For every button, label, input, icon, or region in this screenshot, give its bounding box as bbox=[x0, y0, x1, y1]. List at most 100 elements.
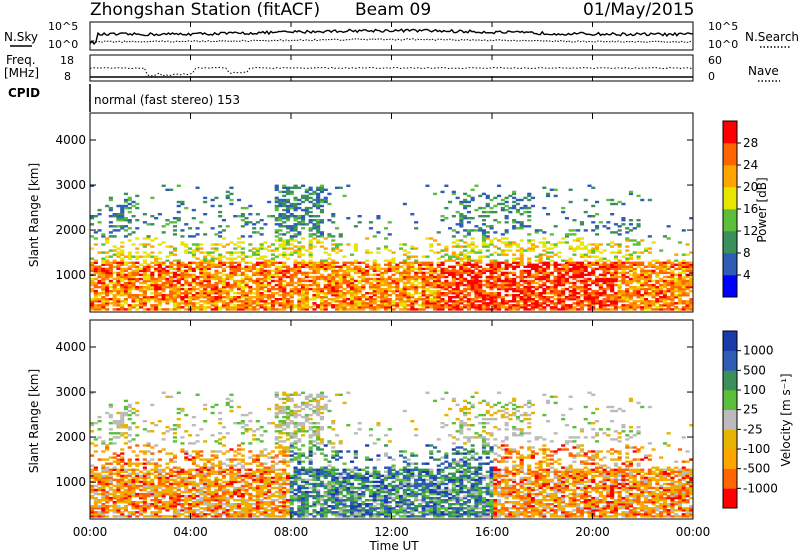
power-cell bbox=[97, 281, 102, 285]
power-cell bbox=[602, 289, 607, 293]
power-cell bbox=[199, 267, 204, 271]
power-cell bbox=[282, 289, 287, 293]
power-cell bbox=[154, 287, 159, 291]
velocity-cell bbox=[150, 446, 155, 449]
power-cell bbox=[218, 298, 223, 301]
velocity-cell bbox=[101, 505, 106, 508]
power-cell bbox=[444, 253, 449, 256]
power-cell bbox=[335, 296, 340, 299]
power-cell bbox=[406, 277, 411, 281]
power-cell bbox=[414, 298, 419, 301]
power-cell bbox=[455, 243, 460, 246]
power-cell bbox=[316, 269, 321, 273]
power-cell bbox=[218, 261, 223, 264]
power-cell bbox=[463, 267, 468, 271]
velocity-cell bbox=[93, 496, 98, 500]
power-cell bbox=[267, 245, 272, 248]
power-cell bbox=[270, 296, 275, 299]
power-cell bbox=[376, 273, 381, 277]
velocity-cell bbox=[157, 490, 162, 494]
power-cell bbox=[557, 267, 562, 271]
power-cell bbox=[210, 277, 215, 281]
power-cell bbox=[497, 221, 502, 224]
power-cell bbox=[165, 308, 170, 311]
power-cell bbox=[546, 277, 551, 281]
power-cell bbox=[602, 273, 607, 277]
power-cell bbox=[221, 283, 226, 287]
power-cell bbox=[120, 213, 125, 216]
power-cell bbox=[184, 263, 189, 266]
power-cell bbox=[365, 251, 370, 254]
power-cell bbox=[395, 298, 400, 301]
velocity-cell bbox=[97, 482, 102, 486]
power-cell bbox=[557, 283, 562, 287]
velocity-cell bbox=[180, 470, 185, 473]
power-cell bbox=[399, 261, 404, 264]
power-cell bbox=[195, 257, 200, 260]
power-cell bbox=[267, 289, 272, 293]
beam-label: Beam 09 bbox=[355, 0, 431, 20]
power-cell bbox=[289, 294, 294, 297]
power-cell bbox=[628, 277, 633, 281]
power-cell bbox=[237, 237, 242, 240]
velocity-cell bbox=[180, 484, 185, 488]
power-cell bbox=[621, 255, 626, 258]
power-cell bbox=[248, 277, 253, 281]
velocity-cell bbox=[206, 496, 211, 500]
power-cell bbox=[97, 229, 102, 232]
velocity-cell bbox=[195, 440, 200, 443]
velocity-cell bbox=[105, 470, 110, 473]
power-cell bbox=[421, 267, 426, 271]
velocity-cell bbox=[146, 430, 151, 433]
power-cell bbox=[161, 271, 166, 275]
velocity-cell bbox=[101, 450, 106, 453]
power-cell bbox=[214, 277, 219, 281]
power-cell bbox=[549, 247, 554, 250]
power-cell bbox=[353, 249, 358, 252]
power-cell bbox=[677, 300, 682, 303]
power-cell bbox=[466, 302, 471, 305]
power-cell bbox=[444, 267, 449, 271]
power-cell bbox=[617, 275, 622, 279]
power-cell bbox=[561, 302, 566, 305]
power-cell bbox=[659, 279, 664, 283]
power-cell bbox=[448, 292, 453, 295]
power-cell bbox=[463, 304, 468, 307]
power-cell bbox=[154, 285, 159, 289]
velocity-cell bbox=[184, 478, 189, 482]
velocity-cell bbox=[123, 407, 128, 411]
power-cell bbox=[485, 285, 490, 289]
velocity-cell bbox=[154, 505, 159, 508]
power-cell bbox=[142, 259, 147, 262]
power-cell bbox=[497, 273, 502, 277]
power-cell bbox=[500, 298, 505, 301]
power-cell bbox=[221, 273, 226, 277]
power-cell bbox=[489, 300, 494, 303]
velocity-cell bbox=[116, 432, 121, 435]
power-cell bbox=[210, 302, 215, 305]
power-cell bbox=[297, 281, 302, 285]
power-cell bbox=[591, 298, 596, 301]
velocity-cell bbox=[90, 454, 95, 457]
power-cell bbox=[466, 263, 471, 266]
power-cell bbox=[549, 292, 554, 295]
power-cell bbox=[342, 263, 347, 266]
power-cell bbox=[278, 308, 283, 311]
power-cell bbox=[402, 296, 407, 299]
power-cell bbox=[568, 308, 573, 311]
power-cell bbox=[685, 265, 690, 268]
power-cell bbox=[685, 263, 690, 266]
power-cell bbox=[120, 261, 125, 264]
power-cell bbox=[342, 261, 347, 264]
power-cell bbox=[685, 281, 690, 285]
power-cell bbox=[538, 296, 543, 299]
power-cell bbox=[523, 285, 528, 289]
power-cell bbox=[240, 251, 245, 254]
velocity-cell bbox=[203, 515, 208, 518]
power-cell bbox=[640, 273, 645, 277]
power-cell bbox=[316, 296, 321, 299]
power-cell bbox=[568, 267, 573, 271]
power-cell bbox=[500, 279, 505, 283]
velocity-cell bbox=[176, 513, 181, 516]
power-cell bbox=[282, 233, 287, 236]
